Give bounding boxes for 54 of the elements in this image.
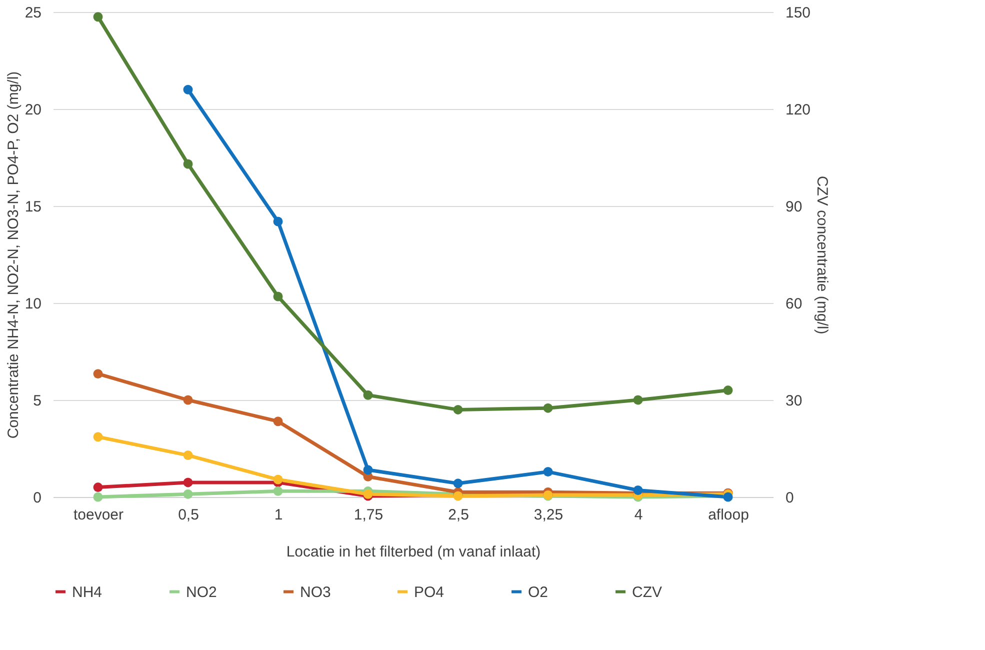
point [543, 467, 553, 477]
point [543, 403, 553, 413]
y2-tick-label: 150 [786, 4, 811, 22]
y-axis-title: Concentratie NH4-N, NO2-N, NO3-N, PO4-P, O2 (mg/l) [4, 71, 22, 439]
legend-label: PO4 [414, 584, 444, 601]
point [183, 489, 193, 499]
x-tick-label: 1 [274, 506, 283, 524]
point [633, 485, 643, 495]
x-tick-label: 2,5 [448, 506, 469, 524]
x-tick-label: toevoer [73, 506, 124, 524]
legend-label: O2 [528, 584, 548, 601]
y2-tick-label: 120 [786, 102, 811, 118]
x-tick-label: 1,75 [354, 506, 384, 524]
point [93, 432, 103, 442]
point [633, 395, 643, 405]
point [93, 369, 103, 379]
point [363, 465, 373, 475]
y2-tick-label: 0 [786, 490, 794, 506]
point [183, 159, 193, 169]
y-tick-label: 0 [33, 490, 42, 506]
point [273, 486, 283, 496]
point [363, 390, 373, 400]
point [183, 395, 193, 405]
point [183, 450, 193, 460]
y2-tick-label: 30 [786, 392, 802, 410]
legend-label: NH4 [72, 584, 102, 601]
x-tick-label: 4 [634, 506, 643, 524]
y2-tick-label: 90 [786, 198, 802, 216]
point [273, 474, 283, 484]
point [93, 482, 103, 492]
x-axis-title: Locatie in het filterbed (m vanaf inlaat) [286, 544, 541, 560]
x-tick-label: 0,5 [178, 506, 199, 524]
point [183, 84, 193, 94]
point [183, 478, 193, 488]
point [93, 12, 103, 22]
legend-label: CZV [632, 584, 662, 601]
y2-axis-title: CZV concentratie (mg/l) [814, 176, 831, 334]
legend-label: NO3 [300, 584, 331, 601]
y-tick-label: 15 [24, 198, 42, 216]
point [723, 386, 733, 396]
x-tick-label: 3,25 [534, 506, 564, 524]
y-tick-label: 5 [33, 392, 42, 410]
y2-tick-label: 60 [786, 296, 802, 312]
point [273, 292, 283, 302]
y-tick-label: 25 [24, 4, 42, 22]
point [273, 216, 283, 226]
legend-label: NO2 [186, 584, 217, 601]
point [93, 492, 103, 502]
point [453, 404, 463, 414]
y-tick-label: 20 [24, 102, 42, 118]
x-tick-label: afloop [708, 506, 749, 524]
y-tick-label: 10 [24, 296, 42, 312]
point [273, 416, 283, 426]
point [453, 478, 463, 488]
